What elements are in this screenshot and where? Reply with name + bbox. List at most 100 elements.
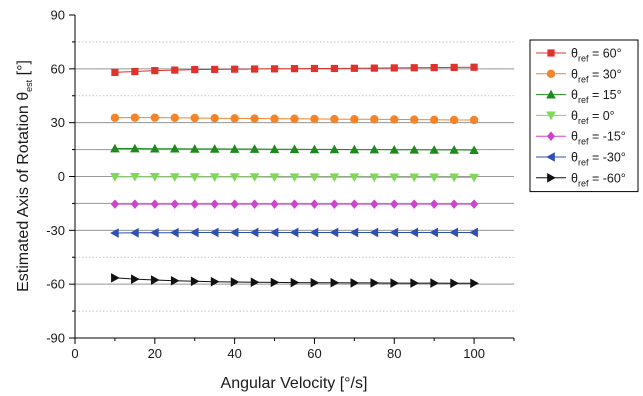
data-point bbox=[470, 63, 478, 71]
data-point bbox=[130, 173, 140, 182]
data-point bbox=[211, 65, 219, 73]
data-point bbox=[430, 63, 438, 72]
legend-entry: θref = 60° bbox=[536, 47, 622, 64]
data-point bbox=[130, 228, 139, 238]
data-point bbox=[330, 64, 339, 73]
y-axis-title: Estimated Axis of Rotation θest [°] bbox=[15, 60, 34, 292]
data-point bbox=[389, 144, 400, 154]
data-point bbox=[209, 144, 220, 153]
data-point bbox=[169, 173, 180, 182]
data-point bbox=[450, 63, 458, 71]
y-tick-label: -90 bbox=[46, 331, 65, 346]
data-point bbox=[110, 228, 119, 238]
data-point bbox=[349, 144, 360, 154]
data-point bbox=[110, 199, 119, 209]
data-point bbox=[209, 227, 219, 238]
data-point bbox=[369, 227, 379, 238]
y-axis-title-subscript: est bbox=[24, 79, 34, 92]
legend-value: = 30° bbox=[588, 67, 621, 81]
data-point bbox=[190, 276, 200, 287]
data-point bbox=[189, 227, 199, 238]
data-point bbox=[310, 199, 319, 209]
data-point bbox=[209, 173, 220, 182]
y-axis-title-main: Estimated Axis of Rotation θ bbox=[15, 92, 32, 292]
data-point bbox=[270, 65, 279, 73]
data-point bbox=[270, 277, 280, 288]
legend-value: = -30° bbox=[588, 151, 625, 165]
data-point bbox=[469, 115, 479, 125]
data-point bbox=[131, 67, 139, 76]
data-point bbox=[290, 114, 299, 123]
x-tick-label: 20 bbox=[148, 346, 162, 361]
data-point bbox=[269, 144, 280, 154]
data-point bbox=[350, 64, 358, 72]
data-point bbox=[370, 199, 379, 209]
legend-swatch-marker bbox=[546, 152, 555, 162]
data-point bbox=[150, 113, 160, 122]
legend-entry: θref = 15° bbox=[536, 88, 622, 105]
legend-symbol: θ bbox=[571, 130, 578, 144]
legend-entry: θref = -15° bbox=[536, 130, 626, 147]
legend: θref = 60°θref = 30°θref = 15°θref = 0°θ… bbox=[529, 39, 639, 193]
data-point bbox=[310, 64, 319, 73]
legend-value: = -15° bbox=[588, 130, 625, 144]
data-point bbox=[469, 227, 478, 238]
data-point bbox=[169, 227, 179, 238]
data-point bbox=[250, 277, 260, 287]
data-point bbox=[189, 173, 200, 182]
data-point bbox=[250, 199, 259, 209]
x-axis-title: Angular Velocity [°/s] bbox=[221, 375, 368, 392]
data-point bbox=[390, 199, 399, 209]
y-tick-label: 90 bbox=[51, 8, 65, 23]
data-point bbox=[330, 199, 339, 209]
legend-swatch-marker bbox=[547, 49, 555, 57]
data-point bbox=[449, 227, 458, 238]
data-point bbox=[309, 173, 320, 183]
data-point bbox=[410, 64, 418, 72]
series-2 bbox=[110, 143, 479, 154]
data-point bbox=[230, 277, 240, 287]
data-point bbox=[349, 173, 360, 183]
data-point bbox=[210, 199, 219, 209]
data-point bbox=[170, 199, 179, 209]
legend-label: θref = 15° bbox=[571, 88, 622, 105]
data-point bbox=[329, 227, 339, 238]
data-point bbox=[269, 227, 279, 238]
legend-entry: θref = 30° bbox=[536, 67, 622, 84]
data-point bbox=[130, 143, 140, 153]
data-point bbox=[229, 227, 239, 238]
data-point bbox=[250, 65, 259, 73]
data-point bbox=[229, 144, 240, 153]
legend-entry: θref = -60° bbox=[536, 171, 626, 188]
data-point bbox=[330, 277, 340, 288]
data-point bbox=[130, 199, 139, 209]
legend-label: θref = 0° bbox=[571, 109, 615, 126]
x-tick-label: 80 bbox=[387, 346, 401, 361]
series-5 bbox=[110, 227, 478, 238]
data-point bbox=[290, 65, 299, 73]
data-point bbox=[269, 173, 280, 183]
data-point bbox=[329, 173, 340, 183]
data-point bbox=[349, 227, 359, 238]
data-point bbox=[330, 114, 339, 124]
data-point bbox=[409, 227, 419, 238]
legend-swatch-marker bbox=[546, 111, 556, 121]
legend-label: θref = 30° bbox=[571, 67, 622, 84]
data-point bbox=[190, 199, 199, 209]
data-point bbox=[350, 199, 359, 209]
legend-symbol: θ bbox=[571, 171, 578, 185]
legend-swatch-marker bbox=[546, 131, 556, 141]
legend-label: θref = -60° bbox=[571, 171, 626, 188]
data-point bbox=[449, 115, 459, 125]
legend-subscript: ref bbox=[578, 74, 589, 84]
legend-value: = -60° bbox=[588, 171, 625, 185]
data-point bbox=[309, 144, 320, 154]
legend-value: = 15° bbox=[588, 88, 621, 102]
legend-swatch-marker bbox=[547, 173, 556, 183]
series-6 bbox=[111, 273, 479, 289]
axes: -90 -60 -30 0 30 60 90 0 20 40 60 80 100 bbox=[46, 8, 515, 361]
data-point bbox=[289, 173, 300, 183]
data-point bbox=[410, 278, 420, 288]
legend-subscript: ref bbox=[578, 116, 589, 126]
